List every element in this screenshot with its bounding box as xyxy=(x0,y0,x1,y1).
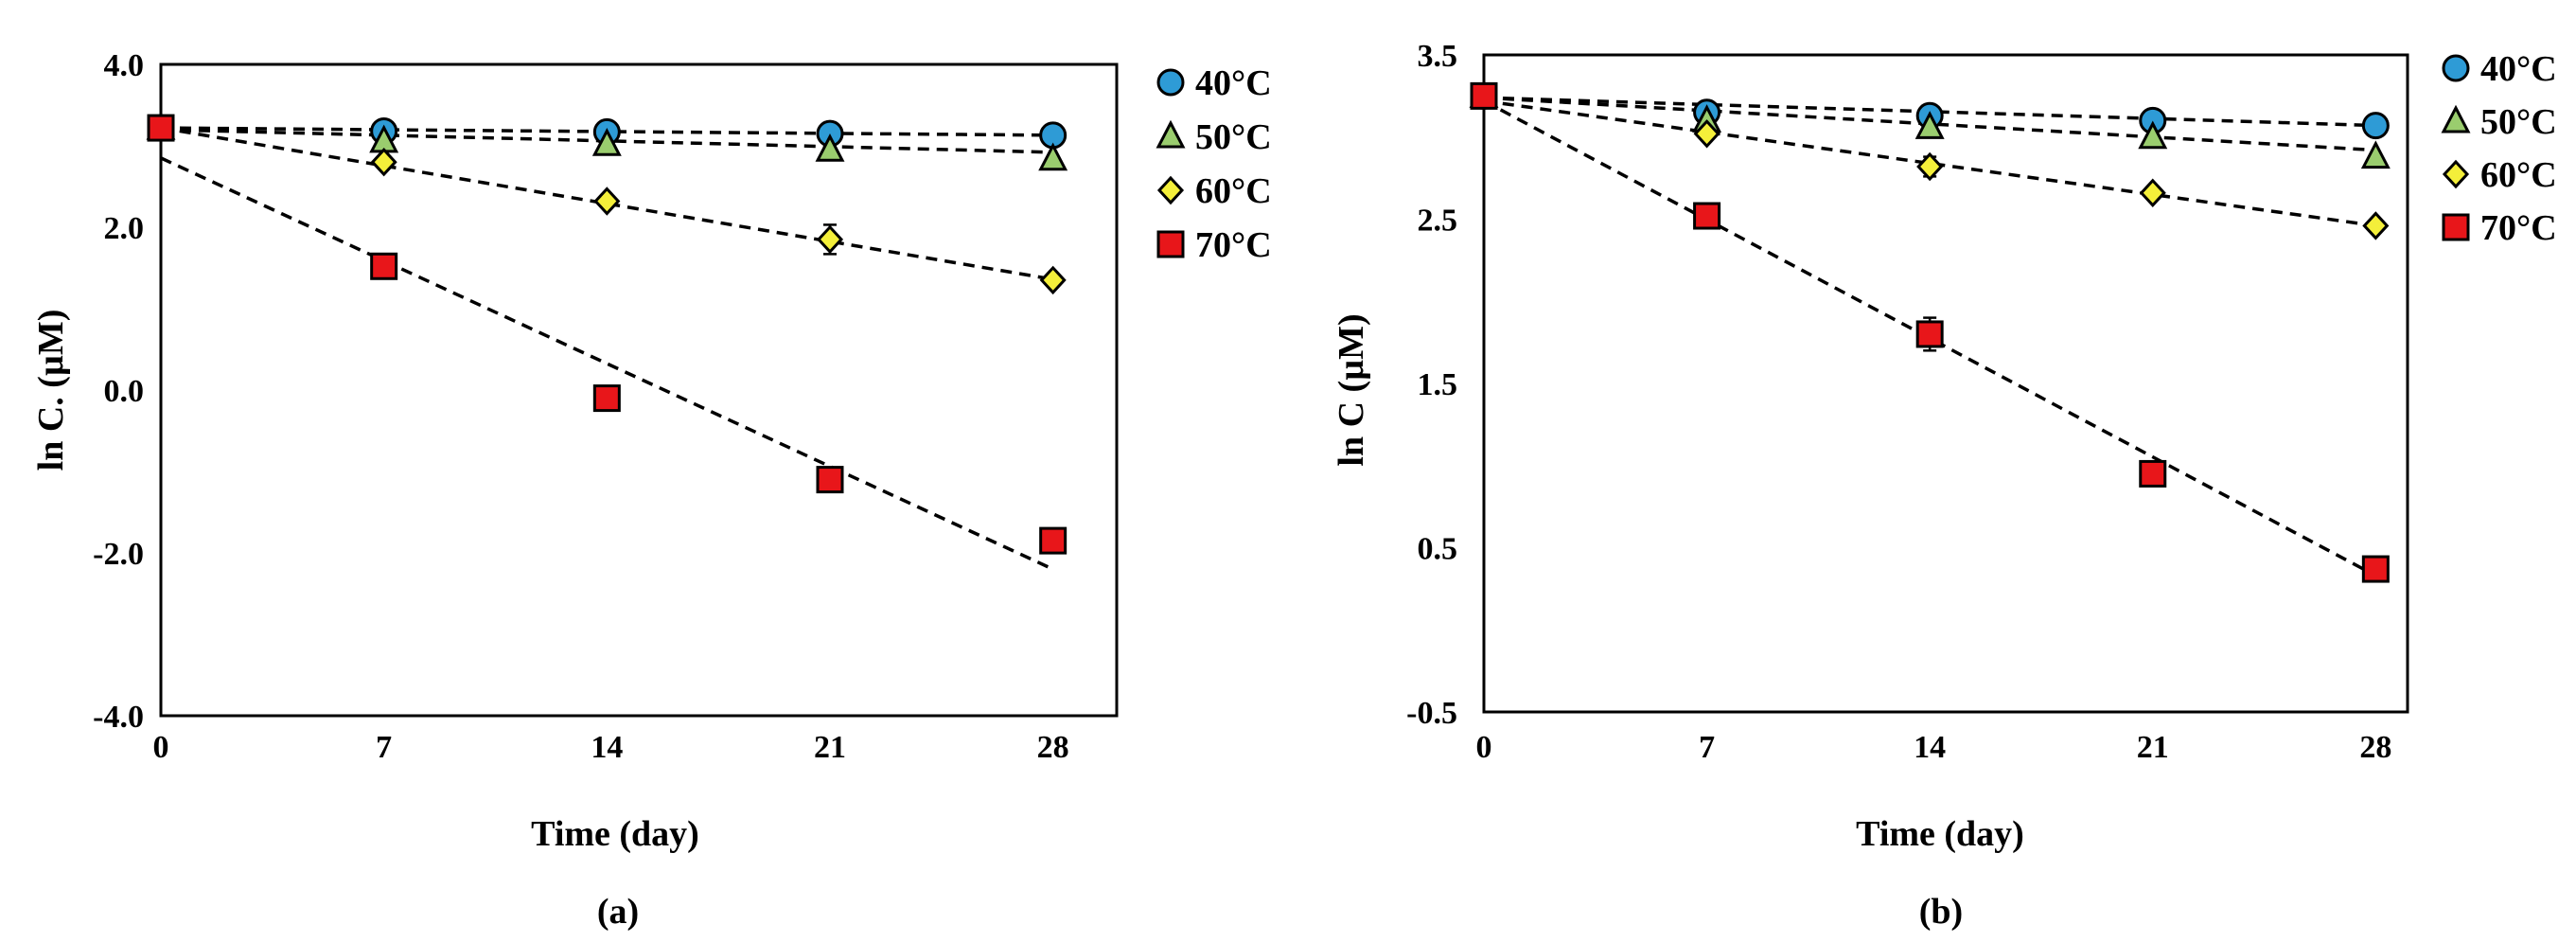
legend-label: 60°C xyxy=(2480,155,2557,195)
data-point-triangle xyxy=(591,128,622,156)
data-point-circle xyxy=(2361,112,2390,140)
y-tick-label: -2.0 xyxy=(93,537,144,572)
data-points-a xyxy=(146,111,1068,555)
y-axis-title-a: ln C. (µM) xyxy=(31,310,71,471)
chart-panel-a: -4.0 -2.0 0.0 2.0 4.0 0 7 14 21 28 40°C 50°C 60°C 7… xyxy=(31,48,1272,932)
x-tick-label: 28 xyxy=(2359,730,2391,765)
x-tick-label: 14 xyxy=(1914,730,1946,765)
data-points-b xyxy=(1469,80,2391,583)
x-axis-title-b: Time (day) xyxy=(1856,814,2024,854)
data-point-square xyxy=(592,384,621,413)
data-point-diamond xyxy=(370,147,397,177)
legend-marker-square xyxy=(1156,230,1185,258)
legend-label: 70°C xyxy=(2480,208,2557,248)
data-point-square xyxy=(1915,320,1944,348)
legend-marker-triangle xyxy=(1156,119,1186,149)
y-tick-label: 4.0 xyxy=(104,48,145,83)
y-axis-title-b: ln C (µM) xyxy=(1332,313,1371,466)
data-point-square xyxy=(1470,81,1498,110)
legend-marker-circle xyxy=(2442,54,2470,82)
plot-area-b xyxy=(1482,53,2409,714)
data-point-diamond xyxy=(593,187,621,216)
y-tick-label: 0.5 xyxy=(1418,532,1458,567)
y-tick-label: 1.5 xyxy=(1418,367,1458,402)
data-point-square xyxy=(1039,526,1067,555)
data-point-triangle xyxy=(2360,140,2391,169)
legend-marker-circle xyxy=(1156,68,1185,97)
x-tick-label: 7 xyxy=(1699,730,1715,765)
data-point-square xyxy=(147,114,175,142)
y-tick-label: -4.0 xyxy=(93,700,144,735)
x-tick-labels-a: 0 7 14 21 28 xyxy=(153,730,1069,765)
y-tick-label: 2.0 xyxy=(104,211,145,246)
fit-line-square xyxy=(1483,99,2377,578)
data-point-square xyxy=(2139,459,2167,488)
data-point-diamond xyxy=(2362,211,2390,240)
fit-line-square xyxy=(160,156,1054,571)
legend-label: 70°C xyxy=(1195,225,1272,265)
panel-label-a: (a) xyxy=(597,892,639,932)
legend-marker-triangle xyxy=(2441,104,2471,133)
data-point-square xyxy=(370,252,398,280)
legend-label: 40°C xyxy=(1195,63,1272,103)
data-point-diamond xyxy=(1039,265,1067,295)
legend-marker-diamond xyxy=(2442,159,2470,189)
data-point-diamond xyxy=(2139,178,2166,207)
x-tick-label: 0 xyxy=(1476,730,1492,765)
x-axis-title-a: Time (day) xyxy=(531,814,699,854)
y-tick-label: 0.0 xyxy=(104,374,145,409)
x-tick-label: 0 xyxy=(153,730,169,765)
x-tick-label: 21 xyxy=(2137,730,2169,765)
legend-label: 40°C xyxy=(2480,49,2557,89)
data-point-triangle xyxy=(1914,111,1945,139)
legend-marker-square xyxy=(2442,213,2470,241)
x-tick-labels-b: 0 7 14 21 28 xyxy=(1476,730,2392,765)
data-point-square xyxy=(1693,202,1721,230)
legend-label: 50°C xyxy=(1195,117,1272,157)
data-point-diamond xyxy=(1916,151,1944,182)
plot-area-a xyxy=(159,62,1119,718)
y-tick-labels-a: -4.0 -2.0 0.0 2.0 4.0 xyxy=(93,48,144,735)
y-tick-label: 2.5 xyxy=(1418,204,1458,239)
data-point-triangle xyxy=(1038,142,1068,171)
data-point-triangle xyxy=(2138,120,2168,150)
x-tick-label: 28 xyxy=(1037,730,1069,765)
data-point-square xyxy=(816,466,844,494)
data-point-square xyxy=(2361,555,2390,583)
legend-label: 60°C xyxy=(1195,171,1272,211)
y-tick-labels-b: -0.5 0.5 1.5 2.5 3.5 xyxy=(1406,39,1457,731)
legend-a: 40°C 50°C 60°C 70°C xyxy=(1156,63,1272,265)
y-tick-label: -0.5 xyxy=(1406,696,1457,731)
panel-label-b: (b) xyxy=(1919,892,1963,932)
y-tick-label: 3.5 xyxy=(1418,39,1458,74)
legend-b: 40°C 50°C 60°C 70°C xyxy=(2441,49,2557,248)
data-point-triangle xyxy=(815,133,845,162)
legend-marker-diamond xyxy=(1156,175,1185,205)
x-tick-label: 21 xyxy=(814,730,846,765)
data-point-diamond xyxy=(1693,119,1720,149)
chart-panel-b: -0.5 0.5 1.5 2.5 3.5 0 7 14 21 28 40°C 50°C 60°C 70… xyxy=(1332,39,2557,932)
x-tick-label: 7 xyxy=(376,730,392,765)
legend-label: 50°C xyxy=(2480,102,2557,142)
x-tick-label: 14 xyxy=(591,730,623,765)
data-point-diamond xyxy=(816,224,844,255)
